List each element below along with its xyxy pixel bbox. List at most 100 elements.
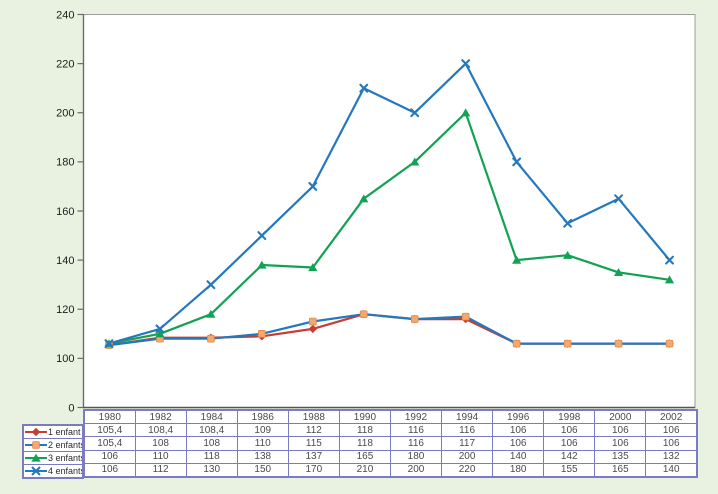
marker-x [665, 255, 674, 265]
year-header-cell: 1986 [236, 409, 289, 425]
line-chart: 240 220 200 180 160 140 120 100 0 [56, 9, 696, 414]
table-cell: 138 [236, 449, 289, 464]
year-header-cell: 1980 [83, 409, 136, 425]
y-axis-tick-label: 200 [56, 108, 74, 120]
legend-row-1: 1 enfant [22, 424, 84, 439]
marker-square [563, 339, 572, 348]
marker-triangle [613, 268, 624, 277]
marker-square [461, 312, 470, 321]
marker-square [665, 339, 674, 348]
marker-diamond [308, 324, 318, 334]
y-axis-tick-label: 220 [56, 58, 74, 70]
legend-label: 3 enfants [48, 452, 83, 463]
table-cell: 116 [389, 436, 443, 451]
table-cell: 108,4 [185, 423, 238, 438]
marker-square [614, 339, 623, 348]
marker-x [410, 108, 420, 118]
legend-label: 2 enfants [48, 439, 83, 450]
y-axis-tick-label: 120 [56, 304, 74, 316]
marker-x [359, 83, 369, 93]
table-cell: 180 [492, 462, 545, 478]
y-axis-tick-label: 100 [56, 353, 74, 365]
table-cell: 220 [441, 462, 494, 478]
y-axis-tick-label: 180 [56, 157, 74, 169]
year-header-cell: 1990 [338, 409, 391, 425]
marker-triangle [308, 263, 318, 272]
y-axis-tick-label: 240 [56, 9, 74, 21]
table-cell: 106 [645, 423, 698, 438]
marker-diamond [31, 427, 41, 436]
table-cell: 106 [492, 423, 545, 438]
table-cell: 110 [236, 436, 289, 451]
year-header-cell: 1994 [441, 409, 494, 425]
table-cell: 140 [645, 462, 698, 478]
table-cell: 130 [185, 462, 238, 478]
marker-square [410, 315, 419, 323]
legend-item: 2 enfants [22, 437, 84, 452]
data-table: 1980 1982 1984 1986 1988 1990 1992 1994 1996 1998… [83, 409, 698, 478]
legend-item: 1 enfant [22, 424, 84, 439]
marker-square [512, 339, 521, 348]
table-cell: 106 [594, 423, 647, 438]
legend-marker-icon [25, 427, 47, 436]
table-cell: 142 [543, 449, 596, 464]
marker-triangle [155, 329, 165, 338]
table-cell: 106 [492, 436, 545, 451]
table-cell: 108 [185, 436, 238, 451]
year-header-cell: 2002 [645, 409, 698, 425]
marker-triangle [206, 309, 216, 318]
table-cell: 155 [543, 462, 596, 478]
table-cell: 117 [441, 436, 494, 451]
legend-item: 4 enfants [22, 464, 84, 479]
marker-square [258, 330, 266, 338]
table-cell: 132 [645, 449, 698, 464]
marker-triangle [512, 255, 522, 264]
marker-triangle [359, 194, 369, 203]
table-cell: 118 [338, 423, 391, 438]
y-axis-tick-label: 160 [56, 206, 74, 218]
table-cell: 180 [389, 449, 443, 464]
legend-item: 3 enfants [22, 450, 84, 466]
marker-x [104, 339, 114, 349]
legend-row-2: 2 enfants [22, 437, 84, 452]
marker-x [308, 181, 318, 191]
legend-label: 1 enfant [48, 426, 81, 437]
marker-x [206, 280, 216, 290]
table-cell: 106 [594, 436, 647, 451]
table-cell: 105,4 [83, 423, 136, 438]
table-row-3: 106 110 118 138 137 165 180 200 140 142 135 132 [83, 449, 698, 464]
legend-marker-icon [25, 466, 47, 476]
legend-marker-icon [25, 453, 47, 462]
marker-triangle [257, 260, 267, 269]
table-row-4: 106 112 130 150 170 210 200 220 180 155 165 140 [83, 462, 698, 478]
marker-x [461, 59, 471, 69]
table-cell: 106 [543, 436, 596, 451]
marker-square [309, 317, 317, 326]
table-cell: 210 [338, 462, 391, 478]
marker-triangle [563, 250, 573, 259]
table-cell: 140 [492, 449, 545, 464]
series-line-4 [107, 62, 671, 345]
table-cell: 116 [441, 423, 494, 438]
legend-row-3: 3 enfants [22, 450, 84, 466]
legend-marker-icon [25, 440, 47, 449]
marker-x [512, 157, 522, 167]
table-cell: 105,4 [83, 436, 136, 451]
table-cell: 137 [287, 449, 340, 464]
table-cell: 112 [134, 462, 187, 478]
series-line-3 [107, 111, 671, 345]
table-cell: 118 [185, 449, 238, 464]
table-cell: 112 [287, 423, 340, 438]
y-axis-tick-label: 140 [56, 255, 74, 267]
table-cell: 115 [287, 436, 340, 451]
table-cell: 170 [287, 462, 340, 478]
table-cell: 110 [134, 449, 187, 464]
table-cell: 135 [594, 449, 647, 464]
year-header-cell: 1984 [185, 409, 238, 425]
marker-triangle [664, 275, 675, 284]
table-cell: 200 [441, 449, 494, 464]
legend-label: 4 enfants [48, 466, 83, 477]
plot-area [83, 14, 696, 408]
table-row-1: 105,4 108,4 108,4 109 112 118 116 116 106 106 106 1… [83, 423, 698, 438]
